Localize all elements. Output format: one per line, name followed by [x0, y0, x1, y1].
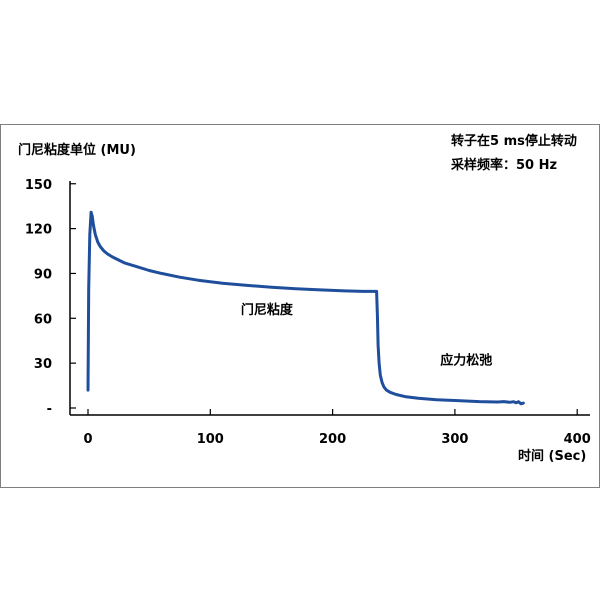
- x-tick-group: 0 100 200 300 400: [83, 409, 591, 447]
- info-sample-rate: 采样频率：50 Hz: [450, 157, 557, 173]
- y-tick-group: - 30 60 90 120 150: [25, 178, 76, 417]
- x-tick-label: 0: [83, 432, 92, 447]
- x-tick-label: 400: [564, 432, 591, 447]
- info-rotor-stop: 转子在5 ms停止转动: [451, 133, 577, 149]
- y-tick-label: 30: [34, 357, 52, 372]
- y-tick-label: 150: [25, 178, 52, 193]
- x-tick-label: 200: [319, 432, 346, 447]
- x-tick-label: 100: [197, 432, 224, 447]
- annotation-stress-relaxation: 应力松弛: [440, 353, 492, 369]
- series-line: [86, 210, 525, 406]
- y-tick-label: 90: [34, 267, 52, 282]
- y-tick-label: -: [47, 402, 52, 417]
- annotation-mooney-viscosity: 门尼粘度: [241, 302, 294, 318]
- y-axis-title: 门尼粘度单位 (MU): [18, 142, 136, 158]
- y-tick-label: 60: [34, 312, 52, 327]
- x-axis-title: 时间 (Sec): [518, 448, 586, 464]
- y-tick-label: 120: [25, 223, 52, 238]
- x-tick-label: 300: [441, 432, 468, 447]
